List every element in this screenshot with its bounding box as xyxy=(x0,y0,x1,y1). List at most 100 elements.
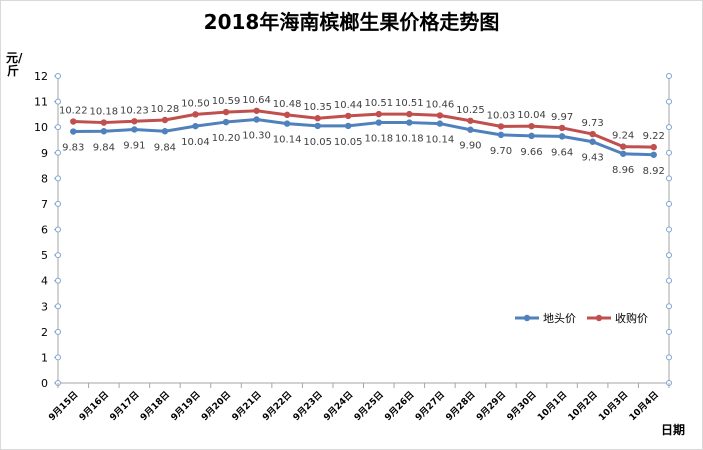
data-label-0: 9.84 xyxy=(154,142,176,153)
data-label-1: 10.35 xyxy=(303,102,332,113)
legend-marker-0 xyxy=(523,314,531,322)
secondary-y-axis-marker xyxy=(666,252,672,259)
data-point-0 xyxy=(314,122,321,130)
y-tick-label: 8 xyxy=(41,172,48,185)
y-axis-label: 元/斤 xyxy=(6,51,23,78)
data-label-0: 9.84 xyxy=(93,142,115,153)
x-axis-label: 日期 xyxy=(661,423,686,437)
data-label-0: 10.04 xyxy=(181,137,210,148)
data-label-0: 8.92 xyxy=(643,166,665,177)
y-tick-label: 0 xyxy=(41,377,48,390)
x-tick-label: 9月17日 xyxy=(108,389,142,423)
y-tick-label: 11 xyxy=(34,96,48,109)
data-point-0 xyxy=(253,116,260,123)
data-label-1: 10.50 xyxy=(181,98,210,109)
y-tick-label: 4 xyxy=(41,275,48,288)
data-point-1 xyxy=(345,112,352,120)
data-label-0: 9.90 xyxy=(459,141,481,152)
secondary-y-axis-marker xyxy=(666,200,672,207)
data-point-1 xyxy=(375,110,382,118)
secondary-y-axis-marker xyxy=(666,149,672,156)
data-point-1 xyxy=(589,130,596,138)
data-point-1 xyxy=(619,143,627,150)
data-label-0: 9.70 xyxy=(490,146,512,157)
y-axis-marker xyxy=(55,73,61,79)
data-point-1 xyxy=(558,124,566,132)
data-label-1: 10.04 xyxy=(517,110,546,121)
secondary-y-axis-marker xyxy=(666,226,672,233)
y-tick-label: 9 xyxy=(41,147,48,160)
data-point-1 xyxy=(436,112,444,119)
x-tick-label: 9月29日 xyxy=(474,389,508,423)
data-label-0: 10.05 xyxy=(334,137,363,148)
data-label-0: 9.64 xyxy=(551,147,573,158)
y-tick-label: 5 xyxy=(41,249,48,262)
data-point-0 xyxy=(70,128,77,135)
data-label-1: 10.48 xyxy=(273,99,302,110)
data-point-1 xyxy=(497,123,505,130)
data-label-1: 9.24 xyxy=(612,131,634,142)
data-label-0: 9.66 xyxy=(520,147,542,158)
y-tick-label: 12 xyxy=(34,70,48,83)
legend-label-0: 地头价 xyxy=(543,312,576,325)
legend-marker-1 xyxy=(595,314,603,322)
y-tick-label: 2 xyxy=(41,326,48,339)
data-label-1: 10.22 xyxy=(59,106,88,117)
data-point-0 xyxy=(528,132,535,140)
y-axis-marker xyxy=(55,226,61,233)
data-point-0 xyxy=(619,150,627,157)
data-label-1: 9.73 xyxy=(581,118,603,129)
x-tick-label: 9月22日 xyxy=(260,389,294,423)
y-tick-label: 6 xyxy=(41,224,48,237)
y-axis-marker xyxy=(55,149,61,156)
data-point-0 xyxy=(131,126,138,133)
y-axis-marker xyxy=(55,252,61,259)
secondary-y-axis-marker xyxy=(666,124,672,131)
data-label-1: 10.25 xyxy=(456,105,485,116)
x-tick-label: 10月3日 xyxy=(596,389,630,423)
data-label-0: 10.18 xyxy=(395,134,424,145)
data-label-1: 10.51 xyxy=(364,98,393,109)
data-label-0: 9.91 xyxy=(123,140,145,151)
legend-label-1: 收购价 xyxy=(615,311,648,325)
data-label-1: 10.03 xyxy=(487,110,516,121)
x-tick-label: 9月25日 xyxy=(352,389,386,423)
data-point-1 xyxy=(283,111,291,119)
y-axis-marker xyxy=(55,303,61,310)
data-point-0 xyxy=(467,126,474,133)
y-axis-marker xyxy=(55,175,61,182)
x-tick-label: 9月15日 xyxy=(47,389,81,423)
data-point-0 xyxy=(375,119,382,126)
series-line-1 xyxy=(73,109,654,149)
data-label-1: 10.46 xyxy=(426,99,455,110)
data-point-0 xyxy=(589,138,596,145)
data-point-1 xyxy=(100,119,108,126)
y-axis-marker xyxy=(55,200,61,207)
data-point-0 xyxy=(100,128,108,135)
data-label-0: 9.83 xyxy=(62,143,84,154)
data-label-0: 10.14 xyxy=(273,135,302,146)
data-label-0: 10.05 xyxy=(303,137,332,148)
secondary-y-axis-marker xyxy=(666,354,672,361)
x-tick-label: 10月2日 xyxy=(566,389,600,423)
data-label-0: 10.30 xyxy=(242,130,271,141)
x-tick-label: 10月1日 xyxy=(535,389,569,423)
data-point-0 xyxy=(222,118,230,126)
data-point-1 xyxy=(467,117,474,124)
data-label-1: 9.22 xyxy=(643,131,665,142)
x-tick-label: 9月16日 xyxy=(77,389,111,423)
x-tick-label: 9月30日 xyxy=(505,389,539,423)
secondary-y-axis-marker xyxy=(666,175,672,182)
x-tick-label: 10月4日 xyxy=(627,389,661,423)
data-point-1 xyxy=(131,118,138,125)
data-point-0 xyxy=(192,122,199,130)
y-tick-label: 1 xyxy=(41,351,48,364)
data-label-1: 9.97 xyxy=(551,112,573,123)
data-label-1: 10.18 xyxy=(90,107,119,118)
data-label-1: 10.59 xyxy=(212,96,241,107)
data-point-0 xyxy=(283,120,291,127)
data-point-0 xyxy=(650,151,657,158)
data-point-0 xyxy=(436,120,444,127)
data-label-0: 10.20 xyxy=(212,133,241,144)
data-point-0 xyxy=(161,128,169,135)
